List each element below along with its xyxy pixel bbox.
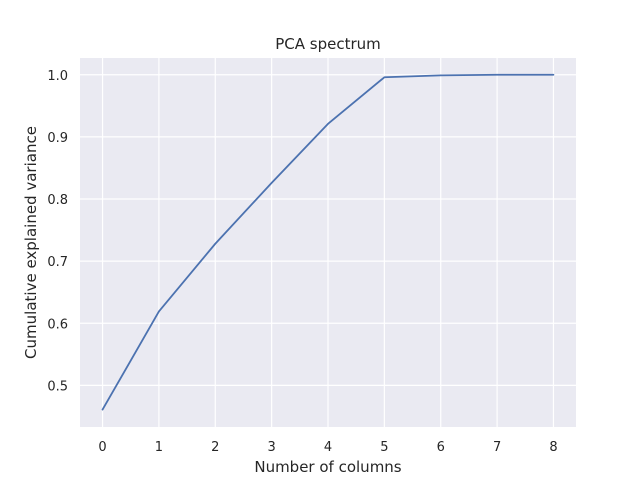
x-tick-label: 2 [211,440,219,455]
y-gridlines [80,74,576,386]
x-tick-label: 6 [437,440,445,455]
x-tick-label: 5 [380,440,388,455]
y-tick-label: 0.9 [47,131,68,146]
y-tick-label: 0.8 [47,193,68,208]
y-tick-label: 0.6 [47,317,68,332]
y-tick-label: 1.0 [47,69,68,84]
series-layer [101,73,555,411]
x-tick-label: 1 [155,440,163,455]
x-tick-label: 7 [493,440,501,455]
chart-title: PCA spectrum [275,35,381,53]
x-tick-label: 0 [98,440,106,455]
y-tick-label: 0.7 [47,255,68,270]
series-line [101,73,555,411]
x-tick-labels: 0 1 2 3 4 5 6 7 8 [98,440,557,455]
x-tick-label: 3 [267,440,275,455]
x-tick-label: 8 [549,440,557,455]
y-tick-labels: 0.5 0.6 0.7 0.8 0.9 1.0 [47,69,68,395]
y-axis-label: Cumulative explained variance [22,126,40,359]
x-tick-label: 4 [324,440,332,455]
y-tick-label: 0.5 [47,379,68,394]
x-axis-label: Number of columns [254,458,401,476]
